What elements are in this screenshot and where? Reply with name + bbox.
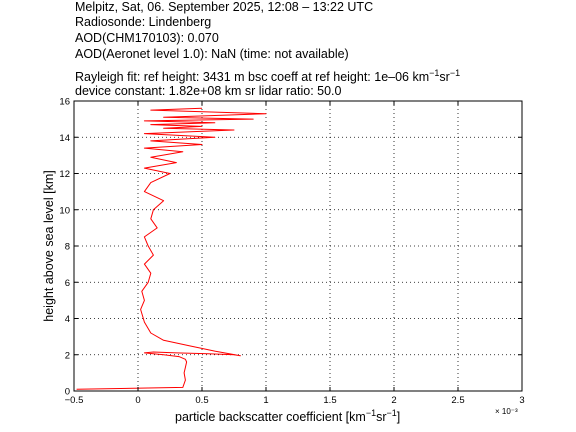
backscatter-series-line (76, 107, 267, 390)
x-tick-label: 2.5 (451, 395, 464, 406)
y-tick-label: 10 (59, 205, 70, 216)
x-tick-label: 0.5 (195, 395, 208, 406)
y-tick-label: 14 (59, 133, 70, 144)
grid-lines (73, 100, 523, 392)
x-tick-label: −0.5 (65, 395, 84, 406)
title-line-6: device constant: 1.82e+08 km sr lidar ra… (75, 84, 342, 98)
y-tick-label: 12 (59, 169, 70, 180)
title-line-4: AOD(Aeronet level 1.0): NaN (time: not a… (75, 47, 349, 61)
title-line-2: Radiosonde: Lindenberg (75, 15, 212, 29)
y-tick-label: 8 (65, 242, 70, 253)
title-line-5-text: Rayleigh fit: ref height: 3431 m bsc coe… (75, 70, 430, 85)
x-axis-scale-note: × 10⁻³ (495, 407, 518, 416)
y-tick-label: 2 (65, 350, 70, 361)
x-tick-label: 1 (263, 395, 268, 406)
x-tick-label: 1.5 (323, 395, 336, 406)
y-tick-label: 16 (59, 97, 70, 108)
x-tick-label: 3 (519, 395, 524, 406)
title-line-1: Melpitz, Sat, 06. September 2025, 12:08 … (75, 0, 374, 14)
y-tick-label: 4 (65, 314, 70, 325)
x-tick-label: 2 (391, 395, 396, 406)
title-line-5: Rayleigh fit: ref height: 3431 m bsc coe… (75, 68, 461, 85)
x-axis-label: particle backscatter coefficient [km−1sr… (175, 408, 400, 424)
y-axis-label: height above sea level [km] (42, 170, 56, 321)
title-line-3: AOD(CHM170103): 0.070 (75, 31, 219, 45)
y-tick-label: 0 (65, 387, 70, 398)
x-tick-label: 0 (135, 395, 140, 406)
data-series-layer (76, 107, 267, 390)
y-tick-label: 6 (65, 278, 70, 289)
